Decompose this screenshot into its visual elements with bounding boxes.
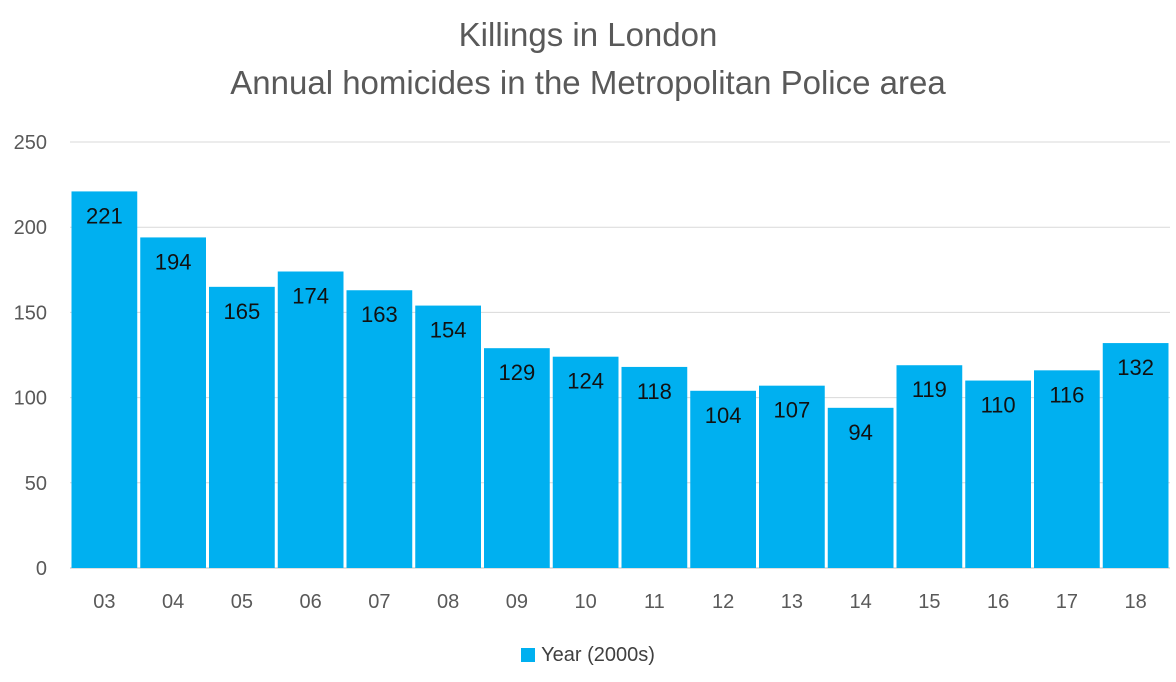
data-label: 119 (912, 377, 947, 402)
y-tick-label: 50 (25, 473, 47, 495)
data-label: 174 (292, 284, 329, 309)
x-tick-label: 03 (93, 591, 115, 613)
data-label: 107 (774, 398, 811, 423)
y-tick-label: 200 (14, 217, 47, 239)
data-label: 94 (848, 420, 872, 445)
x-tick-label: 10 (575, 591, 597, 613)
bar (415, 305, 481, 568)
data-label: 118 (637, 379, 672, 404)
bar (277, 271, 344, 568)
x-tick-label: 13 (781, 591, 803, 613)
data-label: 132 (1117, 355, 1154, 380)
data-label: 165 (224, 299, 261, 324)
x-tick-label: 15 (918, 591, 940, 613)
bar (827, 407, 894, 568)
y-tick-label: 100 (14, 388, 47, 410)
x-tick-label: 14 (850, 591, 872, 613)
data-label: 129 (499, 360, 536, 385)
data-label: 194 (155, 249, 192, 274)
bar (896, 365, 963, 568)
legend-label: Year (2000s) (541, 644, 655, 666)
x-tick-label: 09 (506, 591, 528, 613)
data-label: 124 (567, 369, 604, 394)
x-tick-label: 18 (1125, 591, 1147, 613)
x-tick-label: 07 (368, 591, 390, 613)
data-label: 116 (1049, 382, 1084, 407)
bar (1102, 343, 1169, 568)
bar (140, 237, 206, 568)
legend-swatch (521, 648, 536, 662)
bar (965, 380, 1031, 568)
data-label: 110 (981, 393, 1016, 418)
bar (346, 290, 413, 568)
x-tick-label: 12 (712, 591, 734, 613)
bar (484, 348, 550, 568)
bar (759, 385, 825, 568)
x-tick-label: 04 (162, 591, 184, 613)
chart-subtitle: Annual homicides in the Metropolitan Pol… (230, 64, 946, 101)
data-label: 163 (361, 302, 398, 327)
bar (1034, 370, 1100, 568)
x-tick-label: 06 (300, 591, 322, 613)
data-label: 104 (705, 403, 742, 428)
bar (209, 286, 275, 568)
x-tick-label: 17 (1056, 591, 1078, 613)
chart-title: Killings in London (458, 16, 718, 53)
x-tick-label: 11 (644, 591, 665, 613)
bar (621, 366, 688, 568)
y-tick-label: 0 (36, 558, 47, 580)
legend: Year (2000s) (0, 644, 1176, 667)
data-label: 221 (86, 203, 123, 228)
data-label: 154 (430, 318, 467, 343)
y-tick-label: 250 (14, 132, 47, 154)
bar (690, 390, 756, 568)
bar (71, 191, 138, 568)
y-tick-label: 150 (14, 302, 47, 324)
x-tick-label: 08 (437, 591, 459, 613)
x-tick-label: 16 (987, 591, 1009, 613)
x-tick-label: 05 (231, 591, 253, 613)
bar (552, 356, 619, 568)
